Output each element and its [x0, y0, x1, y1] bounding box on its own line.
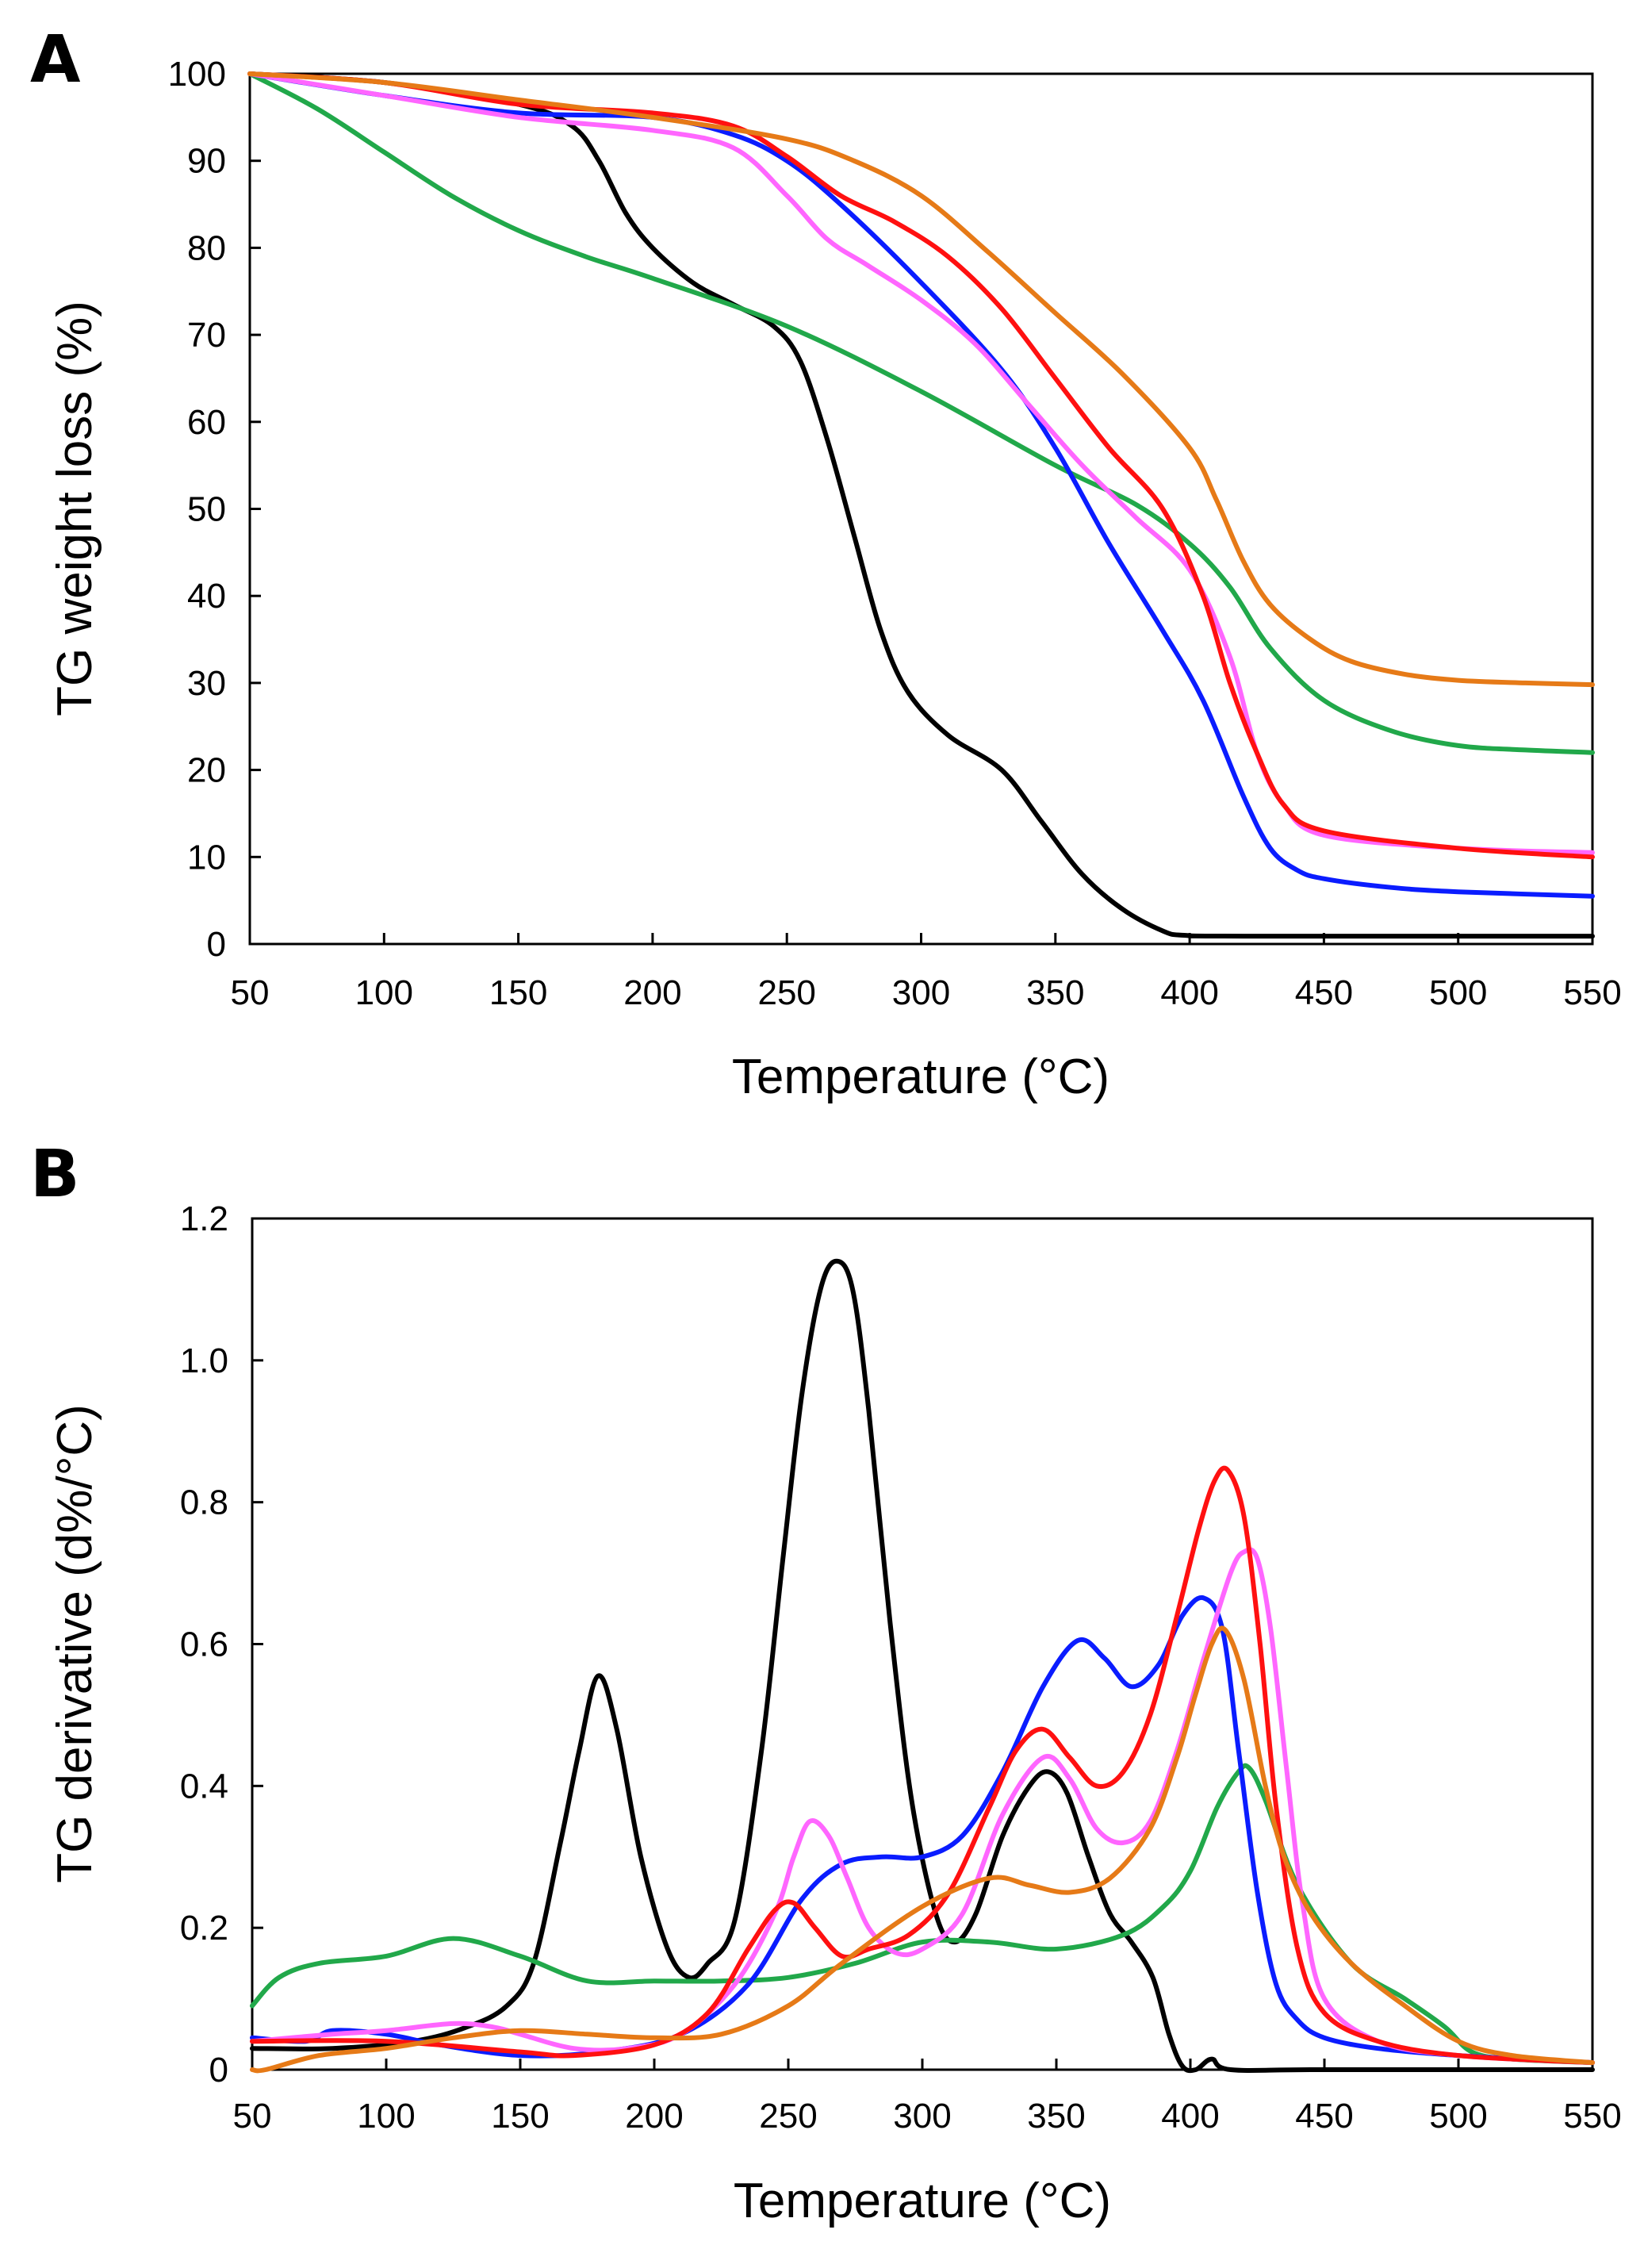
panel-b-ticks: 50 100 150 200 250 300 350 400 450 500 550 0 0.2 0.4 0… — [180, 1199, 1622, 2136]
panel-b-x-tick-label: 200 — [625, 2097, 683, 2136]
panel-a-y-tick-label: 80 — [187, 228, 226, 267]
panel-a-x-tick-label: 250 — [757, 973, 815, 1012]
panel-a-x-axis-title: Temperature (°C) — [732, 1050, 1109, 1104]
panel-b-series-black — [250, 1258, 1595, 2074]
panel-b-x-tick-label: 450 — [1295, 2097, 1353, 2136]
panel-a-y-tick-label: 20 — [187, 751, 226, 790]
panel-b-series-blue — [250, 1595, 1595, 2066]
panel-b: B 50 100 150 200 250 300 350 400 450 500 550 0 0.2 0.… — [30, 1137, 1622, 2228]
panel-a-y-tick-label: 30 — [187, 664, 226, 703]
panel-b-x-tick-label: 300 — [893, 2097, 951, 2136]
panel-b-x-tick-label: 150 — [491, 2097, 549, 2136]
panel-a-x-tick-label: 400 — [1160, 973, 1218, 1012]
panel-a-y-tick-label: 50 — [187, 490, 226, 529]
panel-a-y-tick-label: 60 — [187, 403, 226, 442]
panel-b-x-tick-label: 400 — [1161, 2097, 1219, 2136]
panel-a-x-tick-label: 150 — [489, 973, 547, 1012]
panel-b-y-tick-label: 0.4 — [180, 1767, 228, 1806]
panel-b-y-tick-label: 0.2 — [180, 1909, 228, 1948]
panel-a-x-tick-label: 300 — [892, 973, 950, 1012]
panel-b-y-tick-label: 0.6 — [180, 1625, 228, 1664]
panel-a-y-tick-label: 40 — [187, 577, 226, 616]
panel-a-x-tick-label: 500 — [1429, 973, 1487, 1012]
panel-b-y-tick-label: 0.8 — [180, 1483, 228, 1522]
panel-a-series-green — [247, 71, 1595, 755]
panel-a-x-tick-label: 200 — [623, 973, 681, 1012]
panel-a-y-tick-label: 90 — [187, 142, 226, 181]
panel-b-x-tick-label: 350 — [1027, 2097, 1085, 2136]
panel-a-y-tick-label: 100 — [168, 55, 226, 94]
panel-a-series-red — [247, 71, 1595, 860]
panel-a-ticks: 50 100 150 200 250 300 350 400 450 500 550 0 10 20 30 4… — [168, 55, 1622, 1012]
panel-b-x-tick-label: 100 — [357, 2097, 415, 2136]
panel-a-x-tick-label: 350 — [1026, 973, 1084, 1012]
panel-b-y-tick-label: 1.0 — [180, 1341, 228, 1380]
panel-b-x-tick-label: 50 — [233, 2097, 272, 2136]
panel-b-x-tick-label: 250 — [759, 2097, 817, 2136]
panel-a-x-tick-label: 550 — [1563, 973, 1621, 1012]
panel-b-x-axis-title: Temperature (°C) — [734, 2174, 1111, 2228]
panel-b-letter: B — [30, 1137, 80, 1212]
panel-a-plot-frame — [248, 72, 1594, 946]
panel-a-x-tick-label: 100 — [355, 973, 413, 1012]
panel-a-y-tick-label: 70 — [187, 316, 226, 355]
panel-a-series-black — [247, 71, 1595, 939]
panel-b-series-green — [250, 1763, 1595, 2066]
panel-b-x-tick-label: 500 — [1429, 2097, 1487, 2136]
panel-b-series-red — [250, 1465, 1595, 2066]
panel-a-series-orange — [247, 71, 1595, 688]
panel-b-series-orange — [250, 1625, 1595, 2074]
panel-a-y-tick-label: 10 — [187, 838, 226, 877]
panel-a-letter: A — [30, 22, 81, 98]
panel-a-series-group — [247, 71, 1595, 939]
panel-a-y-tick-label: 0 — [207, 925, 226, 964]
panel-a-x-tick-label: 50 — [231, 973, 270, 1012]
panel-a: A 50 100 150 200 250 300 350 400 450 500 550 0 10 20 3… — [30, 22, 1622, 1104]
panel-a-series-magenta — [247, 71, 1595, 855]
panel-b-series-group — [250, 1258, 1595, 2074]
panel-b-x-tick-label: 550 — [1563, 2097, 1621, 2136]
panel-b-y-axis-title: TG derivative (d%/°C) — [48, 1404, 102, 1883]
panel-a-series-blue — [247, 71, 1595, 899]
panel-a-x-tick-label: 450 — [1295, 973, 1353, 1012]
panel-b-series-magenta — [250, 1547, 1595, 2066]
panel-b-y-tick-label: 0 — [209, 2051, 228, 2090]
panel-a-y-axis-title: TG weight loss (%) — [48, 301, 102, 716]
panel-b-y-tick-label: 1.2 — [180, 1199, 228, 1238]
